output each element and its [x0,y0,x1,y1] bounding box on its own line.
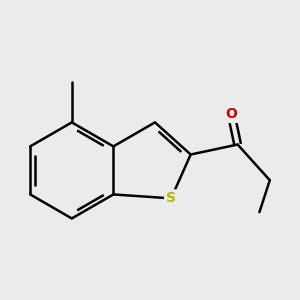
Text: O: O [225,107,237,121]
Text: S: S [166,191,176,206]
